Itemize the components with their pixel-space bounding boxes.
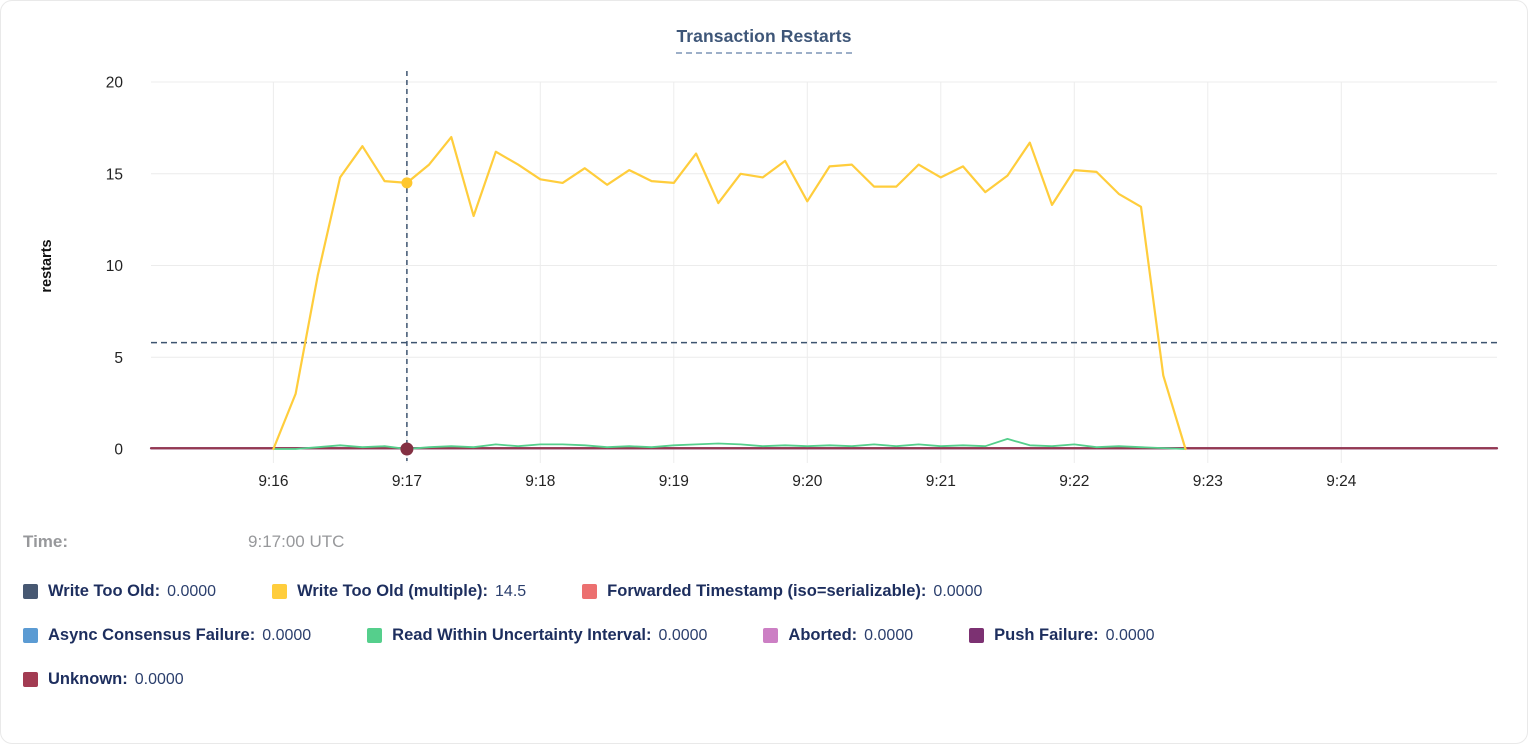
hover-point-yellow xyxy=(401,177,413,189)
y-tick-labels: 0 5 10 15 20 xyxy=(106,75,124,459)
svg-text:9:21: 9:21 xyxy=(926,473,956,490)
legend-value: 0.0000 xyxy=(167,582,217,600)
legend-item-write-too-old-multiple: Write Too Old (multiple): 14.5 xyxy=(272,582,526,601)
legend-label: Write Too Old: xyxy=(48,582,161,600)
svg-text:9:24: 9:24 xyxy=(1326,473,1357,490)
legend-swatch-icon xyxy=(23,628,38,643)
hover-time-row: Time: 9:17:00 UTC xyxy=(23,532,1527,554)
legend-row-2: Async Consensus Failure: 0.0000 Read Withi… xyxy=(23,626,1527,645)
svg-text:9:18: 9:18 xyxy=(525,473,555,490)
legend-swatch-icon xyxy=(582,584,598,599)
legend-value: 0.0000 xyxy=(864,626,914,644)
legend-item-forwarded-timestamp-iso-serializable: Forwarded Timestamp (iso=serializable): 0… xyxy=(582,582,982,601)
legend-row-3: Unknown: 0.0000 xyxy=(23,670,1527,689)
svg-text:10: 10 xyxy=(106,258,124,275)
chart-area: 0 5 10 15 20 9:16 9:17 9:18 9:19 9:20 9:21 9:22 9:23… xyxy=(1,59,1528,504)
series-write-too-old-multiple xyxy=(272,136,1187,451)
legend-row-1: Write Too Old: 0.0000 Write Too Old (multi… xyxy=(23,582,1527,601)
svg-text:9:17: 9:17 xyxy=(392,473,422,490)
svg-text:9:22: 9:22 xyxy=(1059,473,1089,490)
legend-value: 0.0000 xyxy=(933,582,983,600)
time-label: Time: xyxy=(23,532,69,551)
series-lines xyxy=(150,136,1498,451)
svg-text:20: 20 xyxy=(106,75,124,92)
legend: Write Too Old: 0.0000 Write Too Old (multi… xyxy=(23,582,1527,689)
svg-text:5: 5 xyxy=(114,350,123,367)
legend-swatch-icon xyxy=(367,628,383,643)
chart-header: Transaction Restarts xyxy=(1,1,1527,59)
hover-points xyxy=(400,177,414,456)
legend-value: 14.5 xyxy=(495,582,527,600)
time-value: 9:17:00 UTC xyxy=(248,532,345,551)
legend-swatch-icon xyxy=(23,584,38,599)
legend-value: 0.0000 xyxy=(134,670,184,688)
legend-label: Read Within Uncertainty Interval: xyxy=(392,626,652,644)
legend-item-read-within-uncertainty-interval: Read Within Uncertainty Interval: 0.0000 xyxy=(367,626,707,645)
legend-value: 0.0000 xyxy=(658,626,708,644)
transaction-restarts-chart[interactable]: 0 5 10 15 20 9:16 9:17 9:18 9:19 9:20 9:21 9:22 9:23… xyxy=(1,59,1528,504)
gridlines xyxy=(151,81,1497,463)
svg-text:9:20: 9:20 xyxy=(792,473,823,490)
hover-point-zero xyxy=(400,442,414,456)
svg-text:9:23: 9:23 xyxy=(1193,473,1223,490)
legend-item-push-failure: Push Failure: 0.0000 xyxy=(969,626,1155,645)
legend-item-write-too-old: Write Too Old: 0.0000 xyxy=(23,582,216,601)
series-read-within-uncertainty-interval xyxy=(272,437,1187,450)
svg-text:9:16: 9:16 xyxy=(258,473,288,490)
legend-swatch-icon xyxy=(23,672,38,687)
x-tick-labels: 9:16 9:17 9:18 9:19 9:20 9:21 9:22 9:23 9:24 xyxy=(258,473,1356,490)
svg-text:0: 0 xyxy=(114,442,123,459)
chart-title[interactable]: Transaction Restarts xyxy=(676,26,852,54)
legend-item-aborted: Aborted: 0.0000 xyxy=(763,626,913,645)
legend-swatch-icon xyxy=(969,628,985,643)
legend-swatch-icon xyxy=(763,628,779,643)
legend-label: Unknown: xyxy=(48,670,128,688)
legend-label: Async Consensus Failure: xyxy=(48,626,256,644)
svg-text:9:19: 9:19 xyxy=(659,473,689,490)
legend-label: Push Failure: xyxy=(994,626,1099,644)
y-axis-label: restarts xyxy=(39,239,55,292)
legend-item-unknown: Unknown: 0.0000 xyxy=(23,670,184,689)
legend-label: Write Too Old (multiple): xyxy=(297,582,489,600)
legend-item-async-consensus-failure: Async Consensus Failure: 0.0000 xyxy=(23,626,311,645)
legend-label: Forwarded Timestamp (iso=serializable): xyxy=(607,582,927,600)
svg-text:15: 15 xyxy=(106,166,123,183)
legend-swatch-icon xyxy=(272,584,288,599)
legend-value: 0.0000 xyxy=(262,626,312,644)
legend-value: 0.0000 xyxy=(1105,626,1155,644)
legend-label: Aborted: xyxy=(788,626,858,644)
